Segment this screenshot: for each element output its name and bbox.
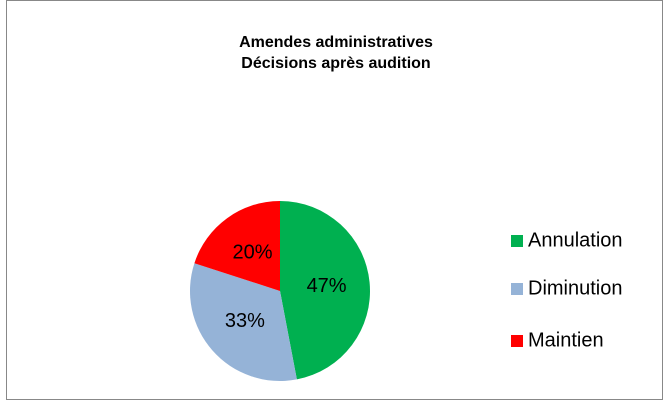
data-label: 47% bbox=[307, 275, 347, 297]
legend-label: Annulation bbox=[528, 229, 623, 251]
legend-label: Diminution bbox=[528, 277, 622, 299]
chart-title: Amendes administratives bbox=[239, 34, 433, 51]
legend-swatch bbox=[511, 335, 523, 347]
legend-swatch bbox=[511, 235, 523, 247]
pie-slice bbox=[194, 201, 280, 291]
pie-slice bbox=[190, 263, 297, 381]
chart-subtitle: Décisions après audition bbox=[241, 55, 430, 72]
legend-swatch bbox=[511, 283, 523, 295]
legend-label: Maintien bbox=[528, 329, 604, 351]
data-label: 33% bbox=[225, 310, 265, 332]
pie-slice bbox=[280, 201, 370, 380]
data-label: 20% bbox=[232, 241, 272, 263]
